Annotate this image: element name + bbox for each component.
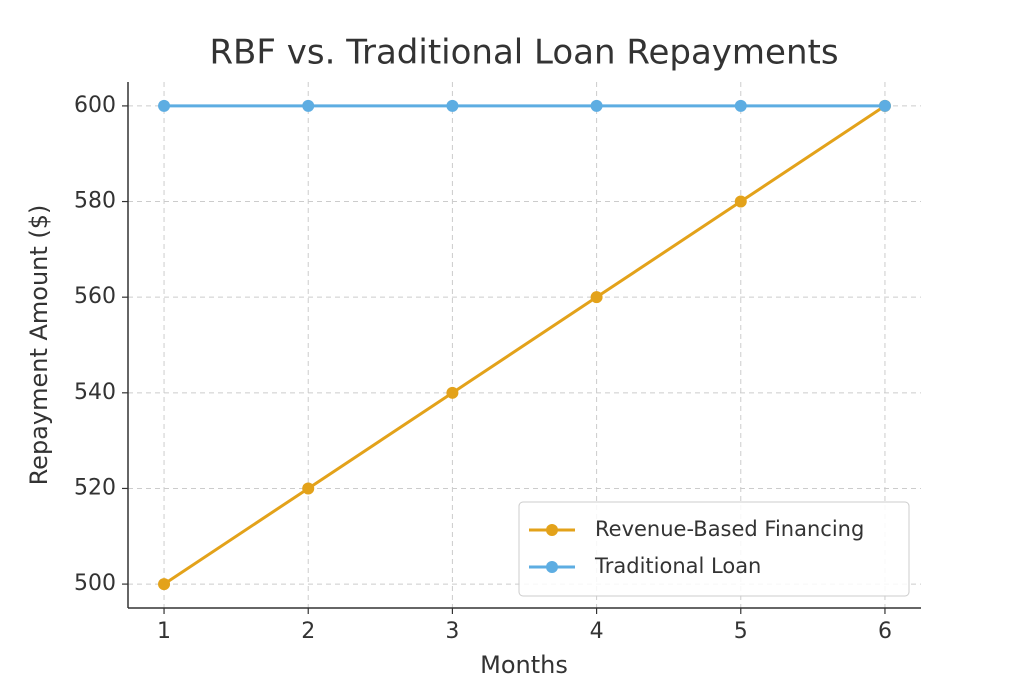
point	[302, 482, 315, 495]
x-tick-label: 3	[445, 619, 459, 644]
legend-label: Revenue-Based Financing	[595, 517, 864, 541]
y-tick-label: 500	[74, 571, 116, 596]
point	[446, 99, 459, 112]
y-tick-label: 560	[74, 284, 116, 309]
y-tick-label: 520	[74, 475, 116, 500]
point	[590, 99, 603, 112]
x-tick-label: 6	[878, 619, 892, 644]
series-line	[163, 104, 886, 586]
x-tick-label: 4	[590, 619, 604, 644]
legend-label: Traditional Loan	[594, 554, 761, 578]
y-axis-label: Repayment Amount ($)	[25, 205, 53, 486]
y-tick-label: 540	[74, 380, 116, 405]
legend: Revenue-Based Financing Traditional Loan	[518, 501, 910, 597]
legend-marker	[546, 524, 558, 536]
chart-title: RBF vs. Traditional Loan Repayments	[209, 33, 838, 73]
x-axis-label: Months	[480, 651, 568, 679]
legend-marker	[546, 561, 558, 573]
x-tick-label: 5	[734, 619, 748, 644]
point	[158, 99, 171, 112]
point	[878, 99, 891, 112]
legend-box	[518, 501, 910, 597]
x-tick-label: 1	[157, 619, 171, 644]
point	[158, 578, 171, 591]
point	[446, 386, 459, 399]
y-tick-label: 600	[74, 93, 116, 118]
point	[590, 291, 603, 304]
x-tick-label: 2	[301, 619, 315, 644]
y-tick-label: 580	[74, 189, 116, 214]
point	[302, 99, 315, 112]
point	[734, 99, 747, 112]
point	[734, 195, 747, 208]
